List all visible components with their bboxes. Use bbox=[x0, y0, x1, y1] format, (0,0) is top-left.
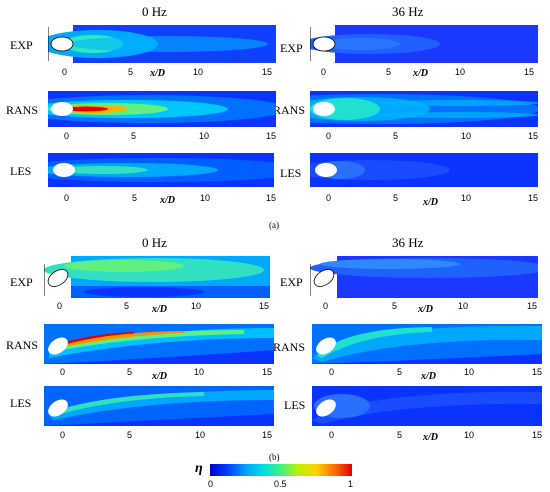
xlabel: x/D bbox=[160, 195, 175, 206]
tick-10: 10 bbox=[194, 367, 205, 377]
tick-15: 15 bbox=[528, 131, 539, 141]
col-header-36hz-a: 36 Hz bbox=[392, 4, 424, 19]
colorbar-tick-0: 0 bbox=[208, 479, 214, 489]
tick-5: 5 bbox=[392, 301, 398, 311]
subfigure-label-b: (b) bbox=[269, 452, 280, 462]
row-label-exp-b-left: EXP bbox=[10, 275, 33, 289]
contour-les-36hz-b bbox=[312, 386, 542, 426]
subfigure-label-a: (a) bbox=[269, 220, 279, 230]
tick-0: 0 bbox=[329, 430, 335, 440]
xlabel: x/D bbox=[423, 432, 438, 443]
tick-10: 10 bbox=[199, 131, 210, 141]
col-header-0hz-a: 0 Hz bbox=[142, 4, 167, 19]
row-label-exp-b-right: EXP bbox=[280, 275, 303, 289]
tick-0: 0 bbox=[60, 367, 66, 377]
tick-10: 10 bbox=[455, 67, 466, 77]
tick-15: 15 bbox=[524, 67, 535, 77]
tick-5: 5 bbox=[124, 301, 130, 311]
col-header-0hz-b: 0 Hz bbox=[142, 235, 167, 250]
tick-0: 0 bbox=[60, 430, 66, 440]
tick-5: 5 bbox=[393, 131, 399, 141]
tick-15: 15 bbox=[262, 430, 273, 440]
tick-15: 15 bbox=[532, 430, 543, 440]
tick-10: 10 bbox=[461, 131, 472, 141]
colorbar-gradient bbox=[210, 464, 352, 476]
row-label-rans-a-left: RANS bbox=[6, 103, 39, 117]
xlabel: x/D bbox=[413, 68, 428, 79]
tick-5: 5 bbox=[386, 67, 392, 77]
tick-0: 0 bbox=[326, 131, 332, 141]
colorbar-symbol: η bbox=[195, 461, 203, 476]
tick-15: 15 bbox=[259, 301, 270, 311]
tick-10: 10 bbox=[195, 430, 206, 440]
contour-exp-36hz-b bbox=[310, 256, 538, 298]
row-label-rans-b-right: RANS bbox=[273, 340, 306, 354]
contour-les-36hz-a bbox=[310, 153, 538, 187]
contour-les-0hz-a bbox=[48, 153, 274, 187]
contour-les-0hz-b bbox=[44, 386, 274, 426]
tick-0: 0 bbox=[64, 193, 70, 203]
row-label-rans-a-right: RANS bbox=[273, 103, 306, 117]
tick-10: 10 bbox=[464, 367, 475, 377]
contour-rans-36hz-b bbox=[312, 324, 542, 364]
tick-10: 10 bbox=[191, 301, 202, 311]
tick-15: 15 bbox=[266, 193, 277, 203]
tick-0: 0 bbox=[321, 67, 327, 77]
tick-15: 15 bbox=[262, 367, 273, 377]
row-label-les-a-left: LES bbox=[10, 164, 32, 178]
colorbar bbox=[210, 464, 352, 476]
row-label-les-b-right: LES bbox=[284, 398, 306, 412]
tick-5: 5 bbox=[127, 367, 133, 377]
contour-rans-0hz-a bbox=[48, 91, 276, 127]
row-label-exp-a-right: EXP bbox=[280, 41, 303, 55]
tick-5: 5 bbox=[132, 193, 138, 203]
tick-15: 15 bbox=[527, 301, 538, 311]
tick-15: 15 bbox=[266, 131, 277, 141]
xlabel: x/D bbox=[150, 68, 165, 79]
colorbar-tick-0-5: 0.5 bbox=[274, 479, 287, 489]
tick-0: 0 bbox=[62, 67, 68, 77]
contour-rans-36hz-a bbox=[310, 91, 538, 127]
row-label-les-a-right: LES bbox=[280, 166, 302, 180]
tick-10: 10 bbox=[200, 193, 211, 203]
colorbar-tick-1: 1 bbox=[348, 479, 354, 489]
xlabel: x/D bbox=[152, 371, 167, 382]
contour-exp-0hz-a bbox=[48, 25, 276, 63]
tick-5: 5 bbox=[393, 193, 399, 203]
contour-exp-0hz-b bbox=[44, 256, 270, 298]
tick-0: 0 bbox=[326, 193, 332, 203]
tick-10: 10 bbox=[461, 193, 472, 203]
col-header-36hz-b: 36 Hz bbox=[392, 235, 424, 250]
tick-5: 5 bbox=[397, 430, 403, 440]
row-label-exp-a-left: EXP bbox=[10, 38, 33, 52]
tick-10: 10 bbox=[464, 430, 475, 440]
xlabel: x/D bbox=[152, 304, 167, 315]
tick-0: 0 bbox=[57, 301, 63, 311]
row-label-rans-b-left: RANS bbox=[6, 338, 39, 352]
tick-15: 15 bbox=[532, 367, 543, 377]
xlabel: x/D bbox=[423, 197, 438, 208]
tick-10: 10 bbox=[458, 301, 469, 311]
tick-15: 15 bbox=[528, 193, 539, 203]
xlabel: x/D bbox=[421, 371, 436, 382]
tick-5: 5 bbox=[397, 367, 403, 377]
contour-rans-0hz-b bbox=[44, 324, 274, 364]
tick-0: 0 bbox=[323, 301, 329, 311]
tick-5: 5 bbox=[127, 430, 133, 440]
tick-0: 0 bbox=[329, 367, 335, 377]
tick-10: 10 bbox=[193, 67, 204, 77]
tick-5: 5 bbox=[128, 67, 134, 77]
tick-0: 0 bbox=[64, 131, 70, 141]
row-label-les-b-left: LES bbox=[10, 396, 32, 410]
tick-5: 5 bbox=[131, 131, 137, 141]
contour-exp-36hz-a bbox=[310, 25, 538, 63]
xlabel: x/D bbox=[418, 304, 433, 315]
tick-15: 15 bbox=[262, 67, 273, 77]
